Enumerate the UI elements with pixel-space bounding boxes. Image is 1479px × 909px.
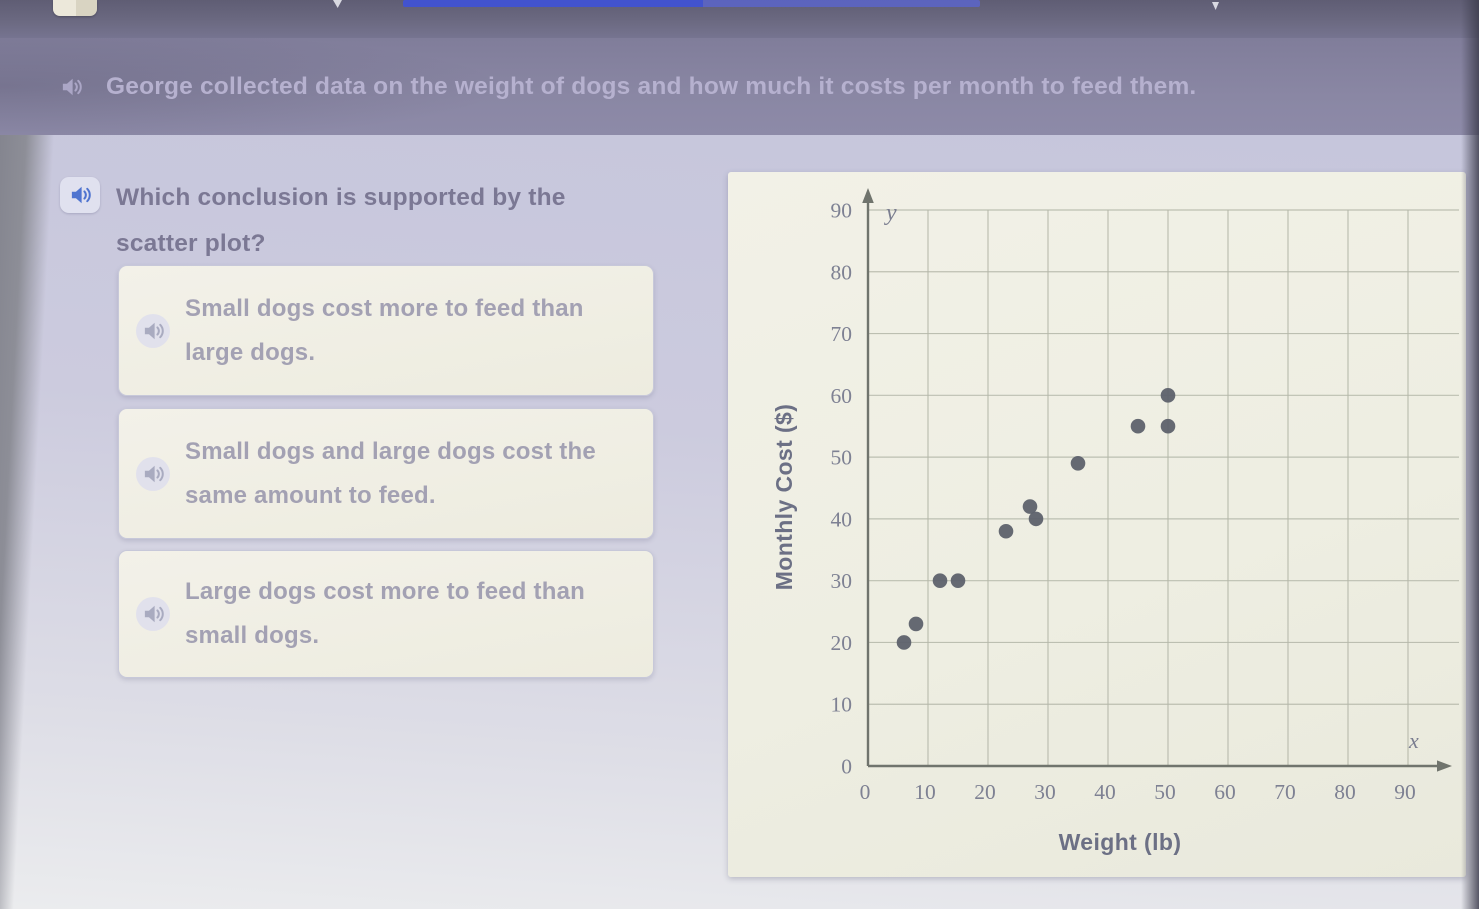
svg-text:50: 50 (831, 446, 853, 470)
svg-text:30: 30 (1034, 780, 1056, 804)
answer-option-1[interactable]: Small dogs cost more to feed than large … (118, 265, 654, 396)
cursor-speck (1212, 2, 1219, 10)
svg-text:40: 40 (1094, 780, 1116, 804)
svg-text:50: 50 (1154, 780, 1176, 804)
speaker-icon[interactable] (136, 456, 170, 491)
answer-option-3[interactable]: Large dogs cost more to feed than small … (118, 550, 654, 678)
svg-text:Weight (lb): Weight (lb) (1059, 829, 1182, 855)
svg-text:40: 40 (831, 507, 853, 531)
answer-option-2[interactable]: Small dogs and large dogs cost the same … (118, 408, 654, 539)
svg-text:10: 10 (831, 693, 853, 717)
speaker-icon[interactable] (136, 597, 170, 631)
svg-text:30: 30 (831, 569, 853, 593)
svg-text:70: 70 (1274, 780, 1296, 804)
svg-text:0: 0 (860, 780, 871, 804)
svg-text:90: 90 (1394, 780, 1416, 804)
speaker-icon[interactable] (136, 313, 170, 348)
scatter-plot-card: 0 10 20 30 40 50 60 70 80 90 0 10 20 30 40 50 60 70 80 90 y x… (728, 172, 1466, 877)
svg-text:x: x (1408, 728, 1419, 753)
svg-text:20: 20 (974, 780, 996, 804)
svg-text:60: 60 (831, 384, 853, 408)
speaker-icon[interactable] (60, 177, 100, 213)
svg-text:y: y (884, 200, 897, 226)
top-strip (0, 0, 1479, 38)
answer-option-text: Large dogs cost more to feed than small … (185, 578, 585, 649)
speaker-icon[interactable] (58, 74, 84, 100)
question-text: Which conclusion is supported by the sca… (116, 184, 566, 257)
svg-text:10: 10 (914, 780, 936, 804)
question-block: Which conclusion is supported by the sca… (60, 175, 616, 267)
svg-text:60: 60 (1214, 780, 1236, 804)
svg-text:90: 90 (831, 199, 853, 223)
question-area: Which conclusion is supported by the sca… (0, 135, 1479, 909)
svg-text:20: 20 (831, 631, 853, 655)
svg-text:80: 80 (831, 260, 853, 284)
svg-text:0: 0 (841, 755, 852, 779)
cursor-speck (333, 0, 342, 8)
prompt-text: George collected data on the weight of d… (106, 72, 1197, 100)
answer-option-text: Small dogs cost more to feed than large … (185, 294, 584, 366)
svg-text:80: 80 (1334, 780, 1356, 804)
svg-text:Monthly Cost ($): Monthly Cost ($) (771, 404, 797, 591)
prompt-banner: George collected data on the weight of d… (0, 38, 1479, 135)
svg-text:70: 70 (831, 322, 853, 346)
box-icon (53, 0, 97, 16)
answer-option-text: Small dogs and large dogs cost the same … (185, 437, 596, 509)
progress-line (403, 0, 980, 7)
